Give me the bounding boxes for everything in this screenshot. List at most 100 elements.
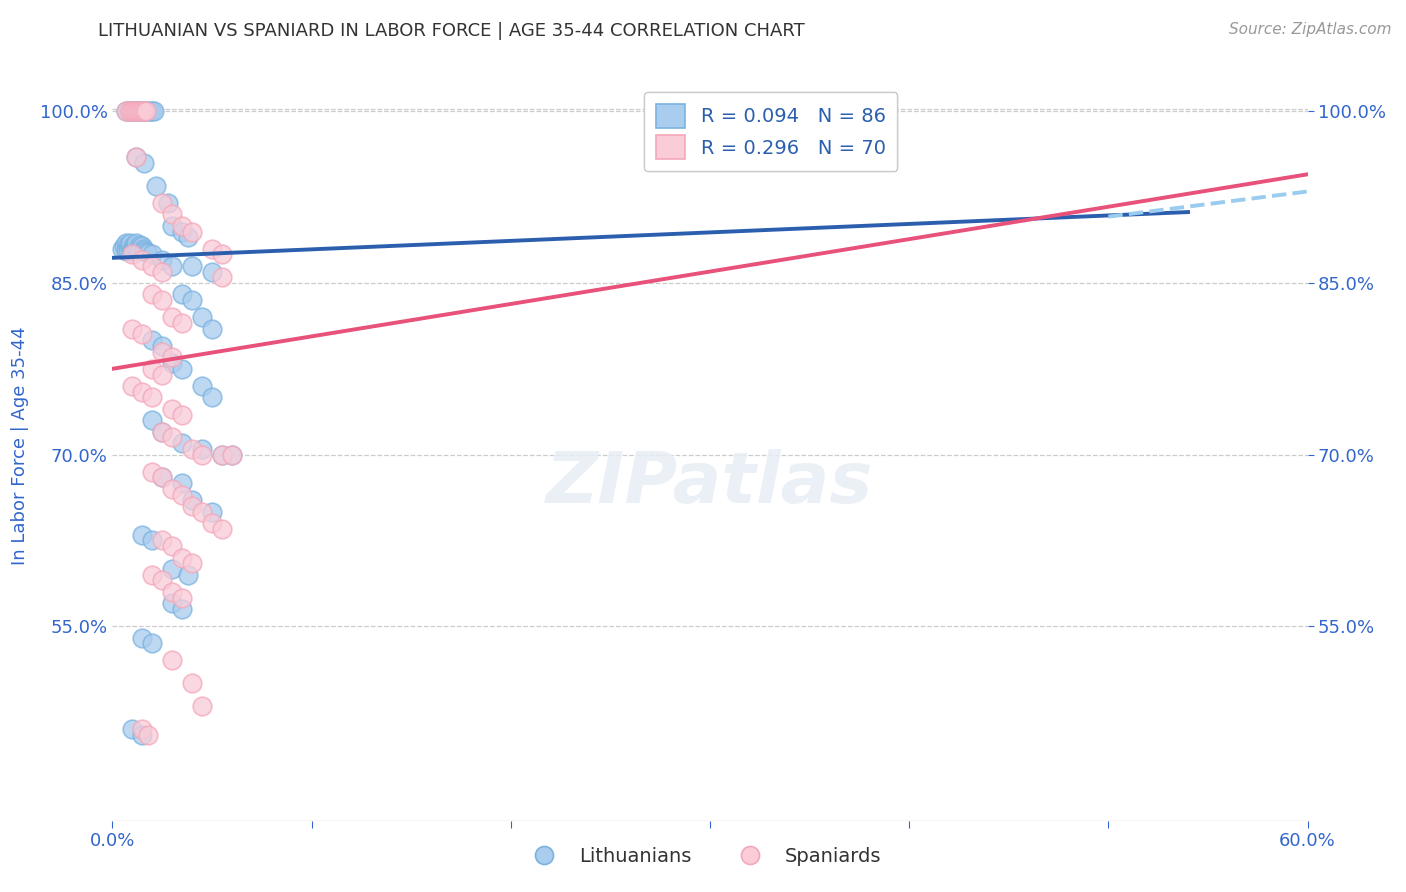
Point	[150, 470, 173, 484]
Point	[115, 104, 138, 119]
Point	[125, 150, 148, 164]
Point	[135, 245, 157, 260]
Point	[141, 413, 163, 427]
Point	[134, 244, 156, 258]
Point	[191, 442, 214, 456]
Point	[121, 104, 143, 119]
Point	[143, 104, 166, 119]
Point	[172, 436, 194, 450]
Point	[138, 246, 160, 260]
Point	[172, 488, 194, 502]
Point	[131, 327, 153, 342]
Point	[172, 225, 194, 239]
Point	[162, 430, 183, 444]
Point	[221, 448, 243, 462]
Point	[121, 104, 143, 119]
Point	[162, 259, 183, 273]
Point	[125, 235, 148, 250]
Point	[181, 556, 204, 570]
Point	[150, 195, 173, 210]
Point	[141, 287, 163, 301]
Point	[127, 104, 149, 119]
Point	[201, 242, 224, 256]
Point	[181, 499, 204, 513]
Point	[111, 242, 134, 256]
Point	[201, 322, 224, 336]
Point	[172, 602, 194, 616]
Point	[141, 333, 163, 347]
Y-axis label: In Labor Force | Age 35-44: In Labor Force | Age 35-44	[10, 326, 28, 566]
Point	[157, 195, 180, 210]
Point	[162, 562, 183, 576]
Point	[115, 244, 138, 258]
Point	[124, 243, 146, 257]
Point	[141, 567, 163, 582]
Point	[211, 522, 233, 536]
Point	[150, 470, 173, 484]
Point	[131, 104, 153, 119]
Point	[211, 270, 233, 285]
Point	[125, 240, 148, 254]
Point	[124, 104, 146, 119]
Legend: Lithuanians, Spaniards: Lithuanians, Spaniards	[517, 838, 889, 873]
Point	[141, 104, 163, 119]
Text: ZIPatlas: ZIPatlas	[547, 449, 873, 518]
Point	[134, 104, 156, 119]
Point	[162, 219, 183, 233]
Point	[120, 240, 142, 254]
Point	[150, 368, 173, 382]
Point	[129, 104, 152, 119]
Point	[121, 244, 143, 258]
Point	[177, 567, 200, 582]
Point	[172, 591, 194, 605]
Point	[181, 225, 204, 239]
Point	[124, 104, 146, 119]
Point	[172, 550, 194, 565]
Point	[127, 104, 149, 119]
Point	[131, 384, 153, 399]
Point	[150, 574, 173, 588]
Point	[145, 178, 167, 193]
Point	[117, 238, 139, 252]
Point	[201, 516, 224, 531]
Point	[191, 505, 214, 519]
Point	[141, 533, 163, 548]
Point	[115, 235, 138, 250]
Point	[139, 104, 162, 119]
Point	[191, 699, 214, 714]
Point	[117, 243, 139, 257]
Point	[162, 596, 183, 610]
Point	[138, 104, 160, 119]
Point	[162, 356, 183, 370]
Point	[129, 243, 152, 257]
Text: Source: ZipAtlas.com: Source: ZipAtlas.com	[1229, 22, 1392, 37]
Point	[162, 539, 183, 553]
Point	[131, 728, 153, 742]
Point	[172, 316, 194, 330]
Point	[162, 653, 183, 667]
Point	[117, 104, 139, 119]
Point	[124, 104, 146, 119]
Point	[129, 104, 152, 119]
Point	[125, 104, 148, 119]
Point	[191, 379, 214, 393]
Point	[129, 104, 152, 119]
Point	[127, 244, 149, 258]
Legend: R = 0.094   N = 86, R = 0.296   N = 70: R = 0.094 N = 86, R = 0.296 N = 70	[644, 92, 897, 171]
Point	[162, 585, 183, 599]
Point	[120, 104, 142, 119]
Text: LITHUANIAN VS SPANIARD IN LABOR FORCE | AGE 35-44 CORRELATION CHART: LITHUANIAN VS SPANIARD IN LABOR FORCE | …	[98, 22, 806, 40]
Point	[201, 390, 224, 404]
Point	[141, 247, 163, 261]
Point	[131, 104, 153, 119]
Point	[162, 351, 183, 365]
Point	[191, 310, 214, 325]
Point	[131, 722, 153, 736]
Point	[150, 344, 173, 359]
Point	[181, 493, 204, 508]
Point	[121, 247, 143, 261]
Point	[181, 293, 204, 307]
Point	[181, 259, 204, 273]
Point	[172, 408, 194, 422]
Point	[131, 239, 153, 253]
